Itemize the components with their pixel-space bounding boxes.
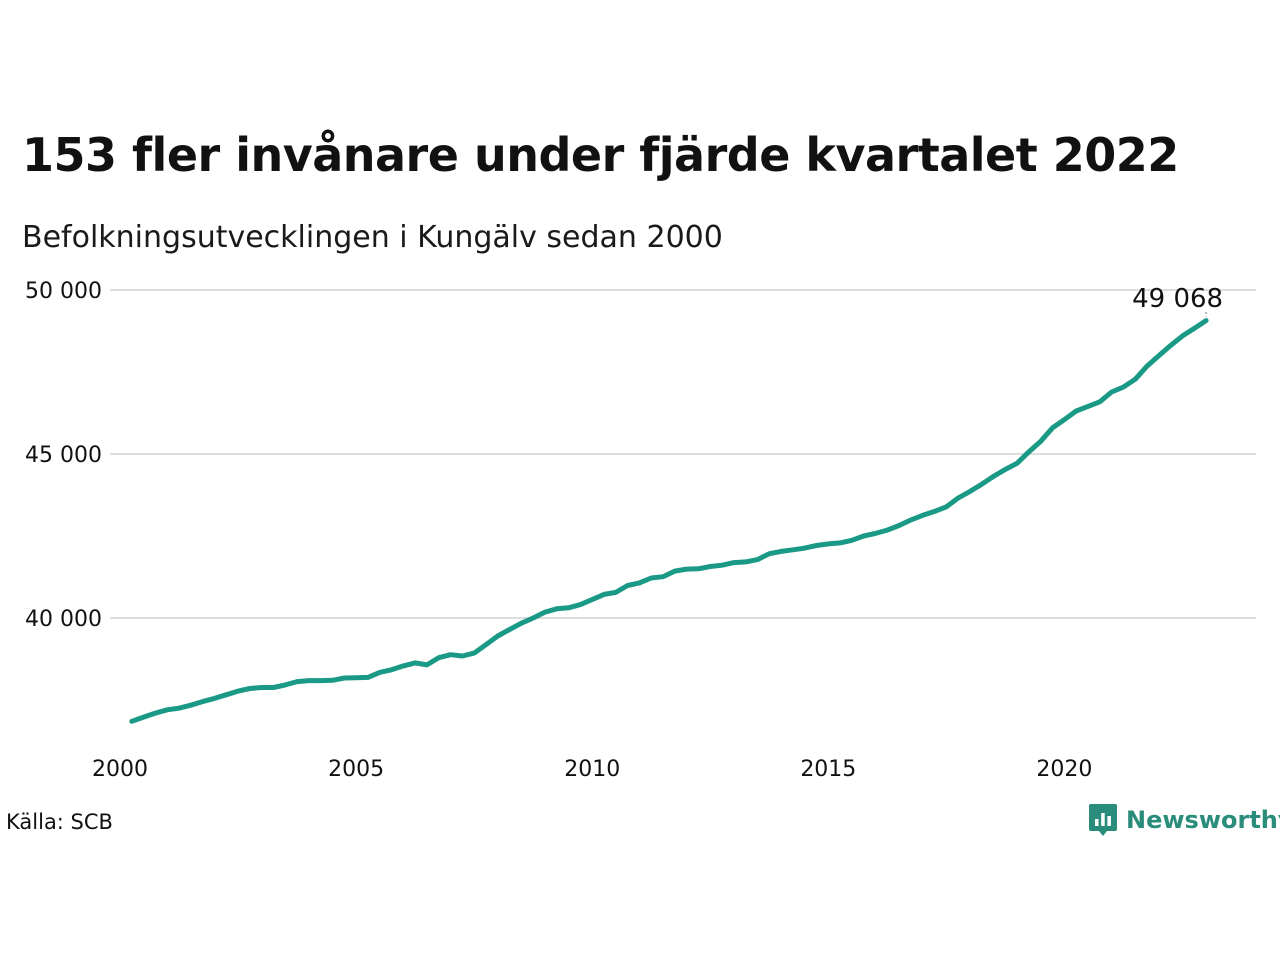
x-axis-ticks: 2000 2005 2010 2015 2020 [92, 757, 1092, 782]
series-layer [129, 318, 1209, 724]
x-tick-label: 2020 [1036, 757, 1092, 782]
y-tick-label: 40 000 [25, 607, 102, 632]
end-value-label: 49 068 [1132, 284, 1223, 314]
gridlines [110, 289, 1256, 619]
source-note: Källa: SCB [6, 810, 113, 834]
brand-name: Newsworthy [1126, 806, 1280, 834]
x-tick-label: 2015 [800, 757, 856, 782]
x-tick-label: 2000 [92, 757, 148, 782]
chart-title: 153 fler invånare under fjärde kvartalet… [22, 128, 1179, 182]
end-label-layer: 49 068 [1132, 284, 1223, 317]
y-tick-label: 45 000 [25, 443, 102, 468]
series-line [129, 318, 1209, 724]
newsworthy-logo-icon [1089, 804, 1117, 836]
chart-subtitle: Befolkningsutvecklingen i Kungälv sedan … [22, 220, 723, 255]
y-axis-ticks: 40 000 45 000 50 000 [25, 279, 102, 632]
x-tick-label: 2005 [328, 757, 384, 782]
x-tick-label: 2010 [564, 757, 620, 782]
y-tick-label: 50 000 [25, 279, 102, 304]
brand-logo: Newsworthy [1088, 802, 1280, 838]
